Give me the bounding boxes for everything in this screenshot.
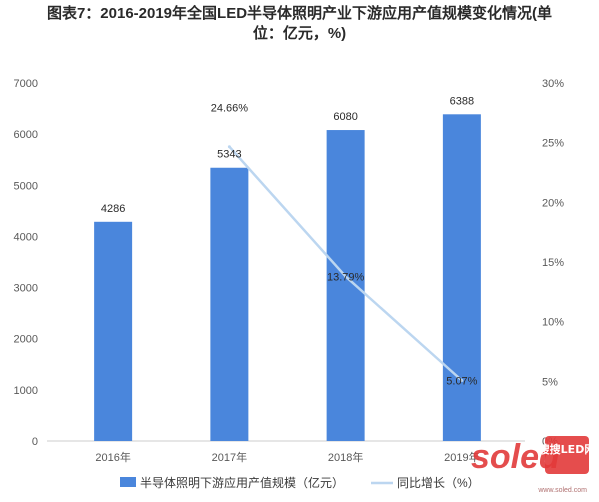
- x-tick-label: 2018年: [328, 450, 363, 464]
- growth-point: [344, 274, 348, 278]
- chart-title-line1: 图表7：2016-2019年全国LED半导体照明产业下游应用产值规模变化情况(单: [46, 5, 553, 22]
- chart-title: 图表7：2016-2019年全国LED半导体照明产业下游应用产值规模变化情况(单…: [0, 4, 599, 44]
- y-left-tick-label: 1000: [14, 385, 38, 397]
- y-left-tick-label: 3000: [14, 283, 38, 295]
- y-right-tick-label: 20%: [542, 197, 564, 209]
- legend-label-line: 同比增长（%）: [397, 476, 480, 490]
- y-left-tick-label: 5000: [14, 180, 38, 192]
- x-tick-label: 2016年: [95, 450, 130, 464]
- growth-data-label: 24.66%: [211, 103, 249, 115]
- growth-data-label: 13.79%: [327, 271, 365, 283]
- y-left-tick-label: 4000: [14, 231, 38, 243]
- bar: [442, 114, 481, 441]
- y-left-tick-label: 0: [32, 436, 38, 448]
- bar: [210, 167, 249, 441]
- brand-badge-text: 搜搜LED网: [539, 442, 591, 456]
- x-tick-label: 2019年: [444, 450, 479, 464]
- growth-point: [227, 145, 231, 149]
- y-right-tick-label: 30%: [542, 78, 564, 90]
- line-layer: [227, 145, 464, 382]
- growth-data-label: 5.07%: [446, 375, 477, 387]
- bar: [326, 130, 365, 441]
- y-right-tick-label: 25%: [542, 138, 564, 150]
- legend: 半导体照明下游应用产值规模（亿元） 同比增长（%）: [120, 475, 480, 490]
- y-right-tick-label: 5%: [542, 376, 558, 388]
- bar-data-label: 5343: [217, 149, 241, 161]
- x-tick-label: 2017年: [212, 450, 247, 464]
- chart-title-line2: 位：亿元，%): [252, 25, 347, 42]
- brand-badge: [545, 436, 589, 474]
- legend-swatch-bar: [120, 477, 136, 487]
- labels-layer: 4286 5343 6080 6388 24.66% 13.79% 5.07%: [101, 95, 478, 387]
- bars-layer: [94, 114, 481, 441]
- y-right-tick-label: 15%: [542, 257, 564, 269]
- y-right-tick-label: 10%: [542, 317, 564, 329]
- bar-data-label: 4286: [101, 203, 125, 215]
- y-left-tick-label: 7000: [14, 78, 38, 90]
- bar: [94, 221, 133, 441]
- watermark-url: www.soled.com: [538, 487, 587, 494]
- growth-point: [460, 378, 464, 382]
- bar-data-label: 6080: [333, 111, 357, 123]
- axes-layer: 010002000300040005000600070000%5%10%15%2…: [14, 78, 565, 464]
- y-left-tick-label: 6000: [14, 129, 38, 141]
- bar-data-label: 6388: [450, 95, 474, 107]
- soled-watermark-logo: soled 搜搜LED网: [471, 428, 595, 484]
- y-left-tick-label: 2000: [14, 334, 38, 346]
- legend-label-bar: 半导体照明下游应用产值规模（亿元）: [140, 475, 344, 490]
